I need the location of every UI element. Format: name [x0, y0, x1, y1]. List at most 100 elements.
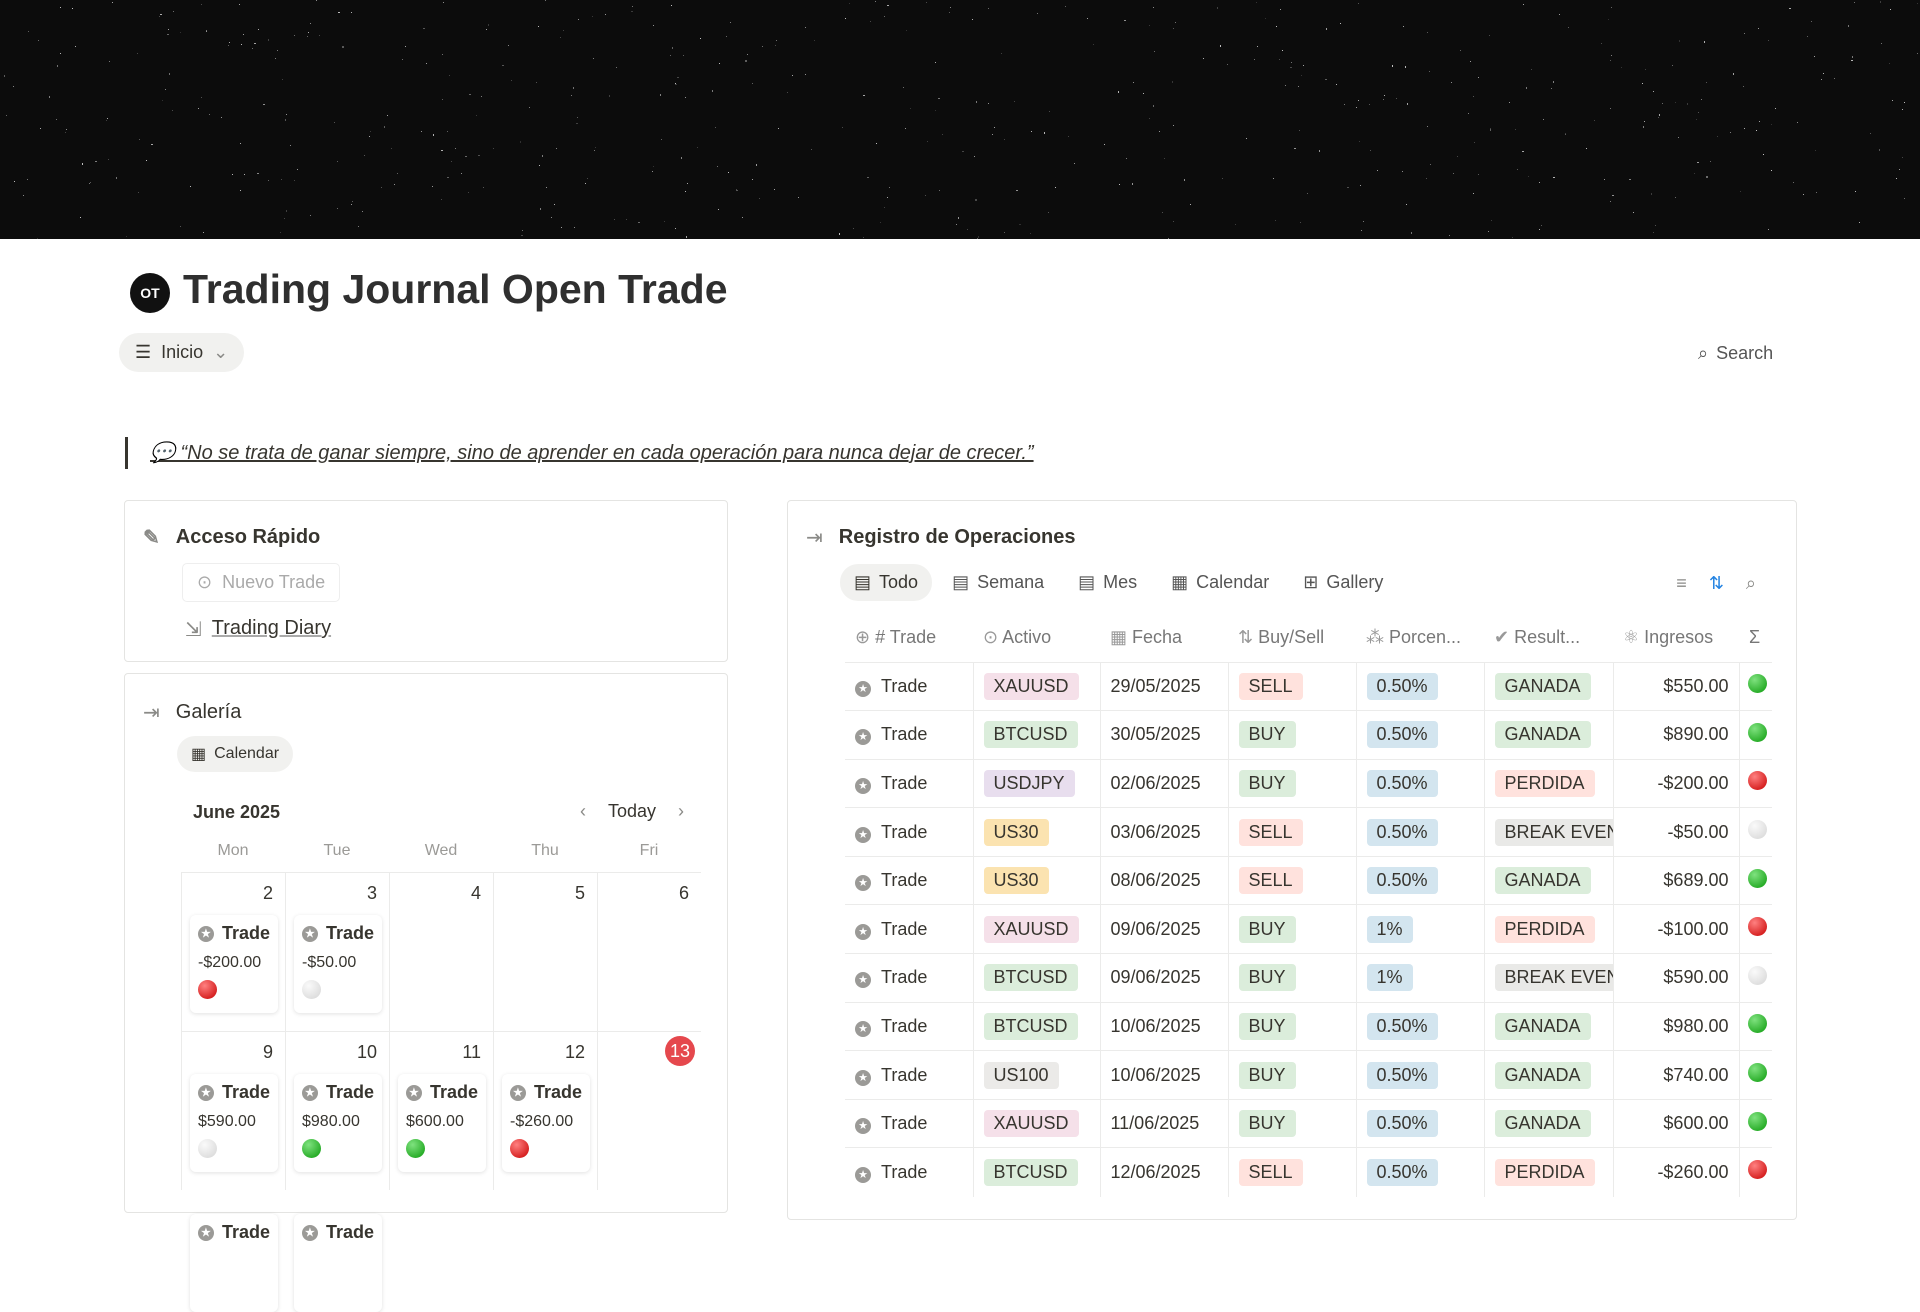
table-cell[interactable]	[1738, 953, 1772, 1003]
trading-diary-link[interactable]: ⇲ Trading Diary	[185, 617, 331, 642]
table-cell[interactable]: 10/06/2025	[1099, 1001, 1228, 1051]
table-cell[interactable]: 12/06/2025	[1099, 1147, 1228, 1197]
table-row[interactable]: ★ Trade USDJPY 02/06/2025 BUY 0.50% PERDIDA -$2…	[845, 758, 1772, 808]
calendar-day[interactable]: 3 ★ Trade -$50.00	[285, 872, 389, 1031]
table-cell[interactable]: XAUUSD	[972, 1098, 1100, 1148]
table-cell[interactable]	[1738, 710, 1772, 760]
calendar-event-card[interactable]: ★ Trade $600.00	[398, 1074, 486, 1172]
calendar-event-card[interactable]: ★ Trade $590.00	[190, 1074, 278, 1172]
table-cell[interactable]: 0.50%	[1355, 855, 1484, 905]
table-cell[interactable]: PERDIDA	[1483, 1147, 1613, 1197]
calendar-event-card[interactable]: ★ Trade -$50.00	[294, 915, 382, 1013]
table-cell[interactable]: GANADA	[1483, 1050, 1613, 1100]
column-header[interactable]: ▦ Fecha	[1100, 614, 1228, 662]
table-cell[interactable]: GANADA	[1483, 1001, 1613, 1051]
calendar-day[interactable]: 10 ★ Trade $980.00 ★ Trade	[285, 1031, 389, 1312]
table-cell[interactable]: BUY	[1227, 1001, 1356, 1051]
column-header[interactable]: ⊕ # Trade	[845, 614, 973, 662]
table-row[interactable]: ★ Trade US100 10/06/2025 BUY 0.50% GANADA $740.…	[845, 1050, 1772, 1100]
tab-gallery[interactable]: ⊞ Gallery	[1289, 564, 1397, 601]
table-cell[interactable]	[1738, 1050, 1772, 1100]
table-cell[interactable]	[1738, 758, 1772, 808]
table-cell[interactable]: SELL	[1227, 855, 1356, 905]
table-cell[interactable]	[1738, 807, 1772, 857]
calendar-day[interactable]: 5	[493, 872, 597, 1031]
table-cell[interactable]: BUY	[1227, 904, 1356, 954]
table-cell[interactable]: XAUUSD	[972, 661, 1100, 711]
sort-icon[interactable]: ⇅	[1708, 573, 1724, 593]
search-icon[interactable]: ⌕	[1745, 573, 1756, 593]
table-cell[interactable]: ★ Trade	[845, 807, 973, 857]
nav-dropdown-inicio[interactable]: ☰ Inicio ⌄	[119, 333, 245, 372]
table-cell[interactable]	[1738, 904, 1772, 954]
table-cell[interactable]: 0.50%	[1355, 710, 1484, 760]
table-cell[interactable]: GANADA	[1483, 661, 1613, 711]
tab-mes[interactable]: ▤ Mes	[1064, 564, 1151, 601]
table-cell[interactable]: ★ Trade	[845, 1001, 973, 1051]
calendar-event-card[interactable]: ★ Trade -$200.00	[190, 915, 278, 1013]
table-cell[interactable]: BUY	[1227, 953, 1356, 1003]
table-row[interactable]: ★ Trade BTCUSD 09/06/2025 BUY 1% BREAK EVEN $59…	[845, 953, 1772, 1003]
table-cell[interactable]	[1738, 1147, 1772, 1197]
calendar-day[interactable]: 2 ★ Trade -$200.00	[181, 872, 285, 1031]
table-cell[interactable]: 1%	[1355, 953, 1484, 1003]
table-cell[interactable]: US30	[972, 855, 1100, 905]
prev-month-button[interactable]: ‹	[580, 801, 586, 821]
filter-icon[interactable]: ≡	[1676, 573, 1687, 593]
table-cell[interactable]: ★ Trade	[845, 1050, 973, 1100]
table-row[interactable]: ★ Trade XAUUSD 09/06/2025 BUY 1% PERDIDA -$100.…	[845, 904, 1772, 954]
table-cell[interactable]	[1738, 661, 1772, 711]
table-cell[interactable]: 10/06/2025	[1099, 1050, 1228, 1100]
table-cell[interactable]: -$100.00	[1612, 904, 1739, 954]
column-header[interactable]: Σ	[1739, 614, 1772, 662]
table-cell[interactable]: ★ Trade	[845, 1098, 973, 1148]
column-header[interactable]: ⁂ Porcen...	[1356, 614, 1484, 662]
table-cell[interactable]: BUY	[1227, 710, 1356, 760]
tab-todo[interactable]: ▤ Todo	[840, 564, 933, 601]
table-cell[interactable]	[1738, 1001, 1772, 1051]
table-cell[interactable]: 0.50%	[1355, 661, 1484, 711]
table-row[interactable]: ★ Trade US30 03/06/2025 SELL 0.50% BREAK EVEN -…	[845, 807, 1772, 857]
table-cell[interactable]: BUY	[1227, 1098, 1356, 1148]
table-cell[interactable]: $550.00	[1612, 661, 1739, 711]
view-tab-calendar[interactable]: ▦ Calendar	[177, 736, 294, 772]
table-cell[interactable]: 30/05/2025	[1099, 710, 1228, 760]
table-cell[interactable]: ★ Trade	[845, 661, 973, 711]
table-cell[interactable]: BUY	[1227, 758, 1356, 808]
table-cell[interactable]: $890.00	[1612, 710, 1739, 760]
table-cell[interactable]: $590.00	[1612, 953, 1739, 1003]
table-row[interactable]: ★ Trade US30 08/06/2025 SELL 0.50% GANADA $689.…	[845, 855, 1772, 905]
table-row[interactable]: ★ Trade BTCUSD 30/05/2025 BUY 0.50% GANADA $890…	[845, 710, 1772, 760]
table-cell[interactable]: XAUUSD	[972, 904, 1100, 954]
table-cell[interactable]: BTCUSD	[972, 953, 1100, 1003]
table-cell[interactable]: 0.50%	[1355, 1147, 1484, 1197]
table-cell[interactable]: USDJPY	[972, 758, 1100, 808]
calendar-day[interactable]: 4	[389, 872, 493, 1031]
table-cell[interactable]: BREAK EVEN	[1483, 807, 1613, 857]
new-trade-button[interactable]: ⊙ Nuevo Trade	[182, 563, 341, 602]
table-cell[interactable]: 0.50%	[1355, 1001, 1484, 1051]
table-cell[interactable]: US30	[972, 807, 1100, 857]
table-cell[interactable]: $740.00	[1612, 1050, 1739, 1100]
calendar-day[interactable]: 11 ★ Trade $600.00	[389, 1031, 493, 1190]
table-cell[interactable]: BREAK EVEN	[1483, 953, 1613, 1003]
table-cell[interactable]	[1738, 1098, 1772, 1148]
table-cell[interactable]	[1738, 855, 1772, 905]
table-cell[interactable]: 11/06/2025	[1099, 1098, 1228, 1148]
table-cell[interactable]: 02/06/2025	[1099, 758, 1228, 808]
table-cell[interactable]: 0.50%	[1355, 1050, 1484, 1100]
calendar-day[interactable]: 13	[597, 1031, 701, 1190]
calendar-event-card[interactable]: ★ Trade	[190, 1214, 278, 1312]
table-cell[interactable]: GANADA	[1483, 855, 1613, 905]
table-cell[interactable]: 08/06/2025	[1099, 855, 1228, 905]
table-cell[interactable]: $689.00	[1612, 855, 1739, 905]
table-cell[interactable]: 03/06/2025	[1099, 807, 1228, 857]
table-cell[interactable]: BTCUSD	[972, 1147, 1100, 1197]
tab-semana[interactable]: ▤ Semana	[938, 564, 1058, 601]
calendar-event-card[interactable]: ★ Trade	[294, 1214, 382, 1312]
column-header[interactable]: ⊙ Activo	[973, 614, 1100, 662]
table-cell[interactable]: 0.50%	[1355, 807, 1484, 857]
table-row[interactable]: ★ Trade XAUUSD 11/06/2025 BUY 0.50% GANADA $600…	[845, 1098, 1772, 1148]
calendar-day[interactable]: 6	[597, 872, 701, 1031]
table-cell[interactable]: $600.00	[1612, 1098, 1739, 1148]
